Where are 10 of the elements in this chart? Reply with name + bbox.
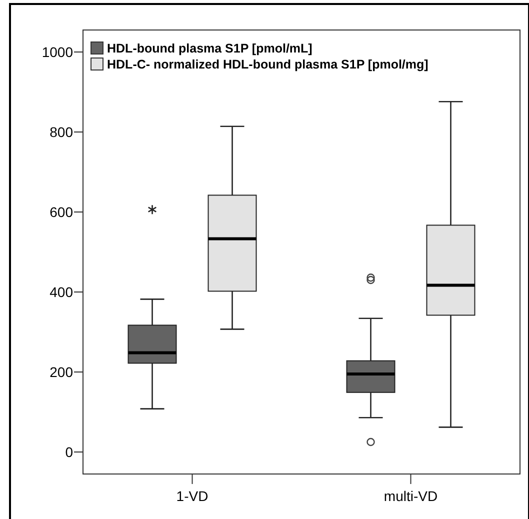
y-tick-label: 1000 — [42, 44, 74, 60]
x-tick-label: multi-VD — [384, 488, 438, 504]
y-tick-label: 200 — [50, 364, 74, 380]
x-tick-label: 1-VD — [176, 488, 208, 504]
legend-label: HDL-bound plasma S1P [pmol/mL] — [107, 41, 312, 56]
y-tick-label: 400 — [50, 284, 74, 300]
y-tick-label: 0 — [65, 444, 74, 460]
y-tick-label: 600 — [50, 204, 74, 220]
y-tick-label: 800 — [50, 124, 74, 140]
legend-label: HDL-C- normalized HDL-bound plasma S1P [pmol/mg] — [107, 57, 428, 72]
